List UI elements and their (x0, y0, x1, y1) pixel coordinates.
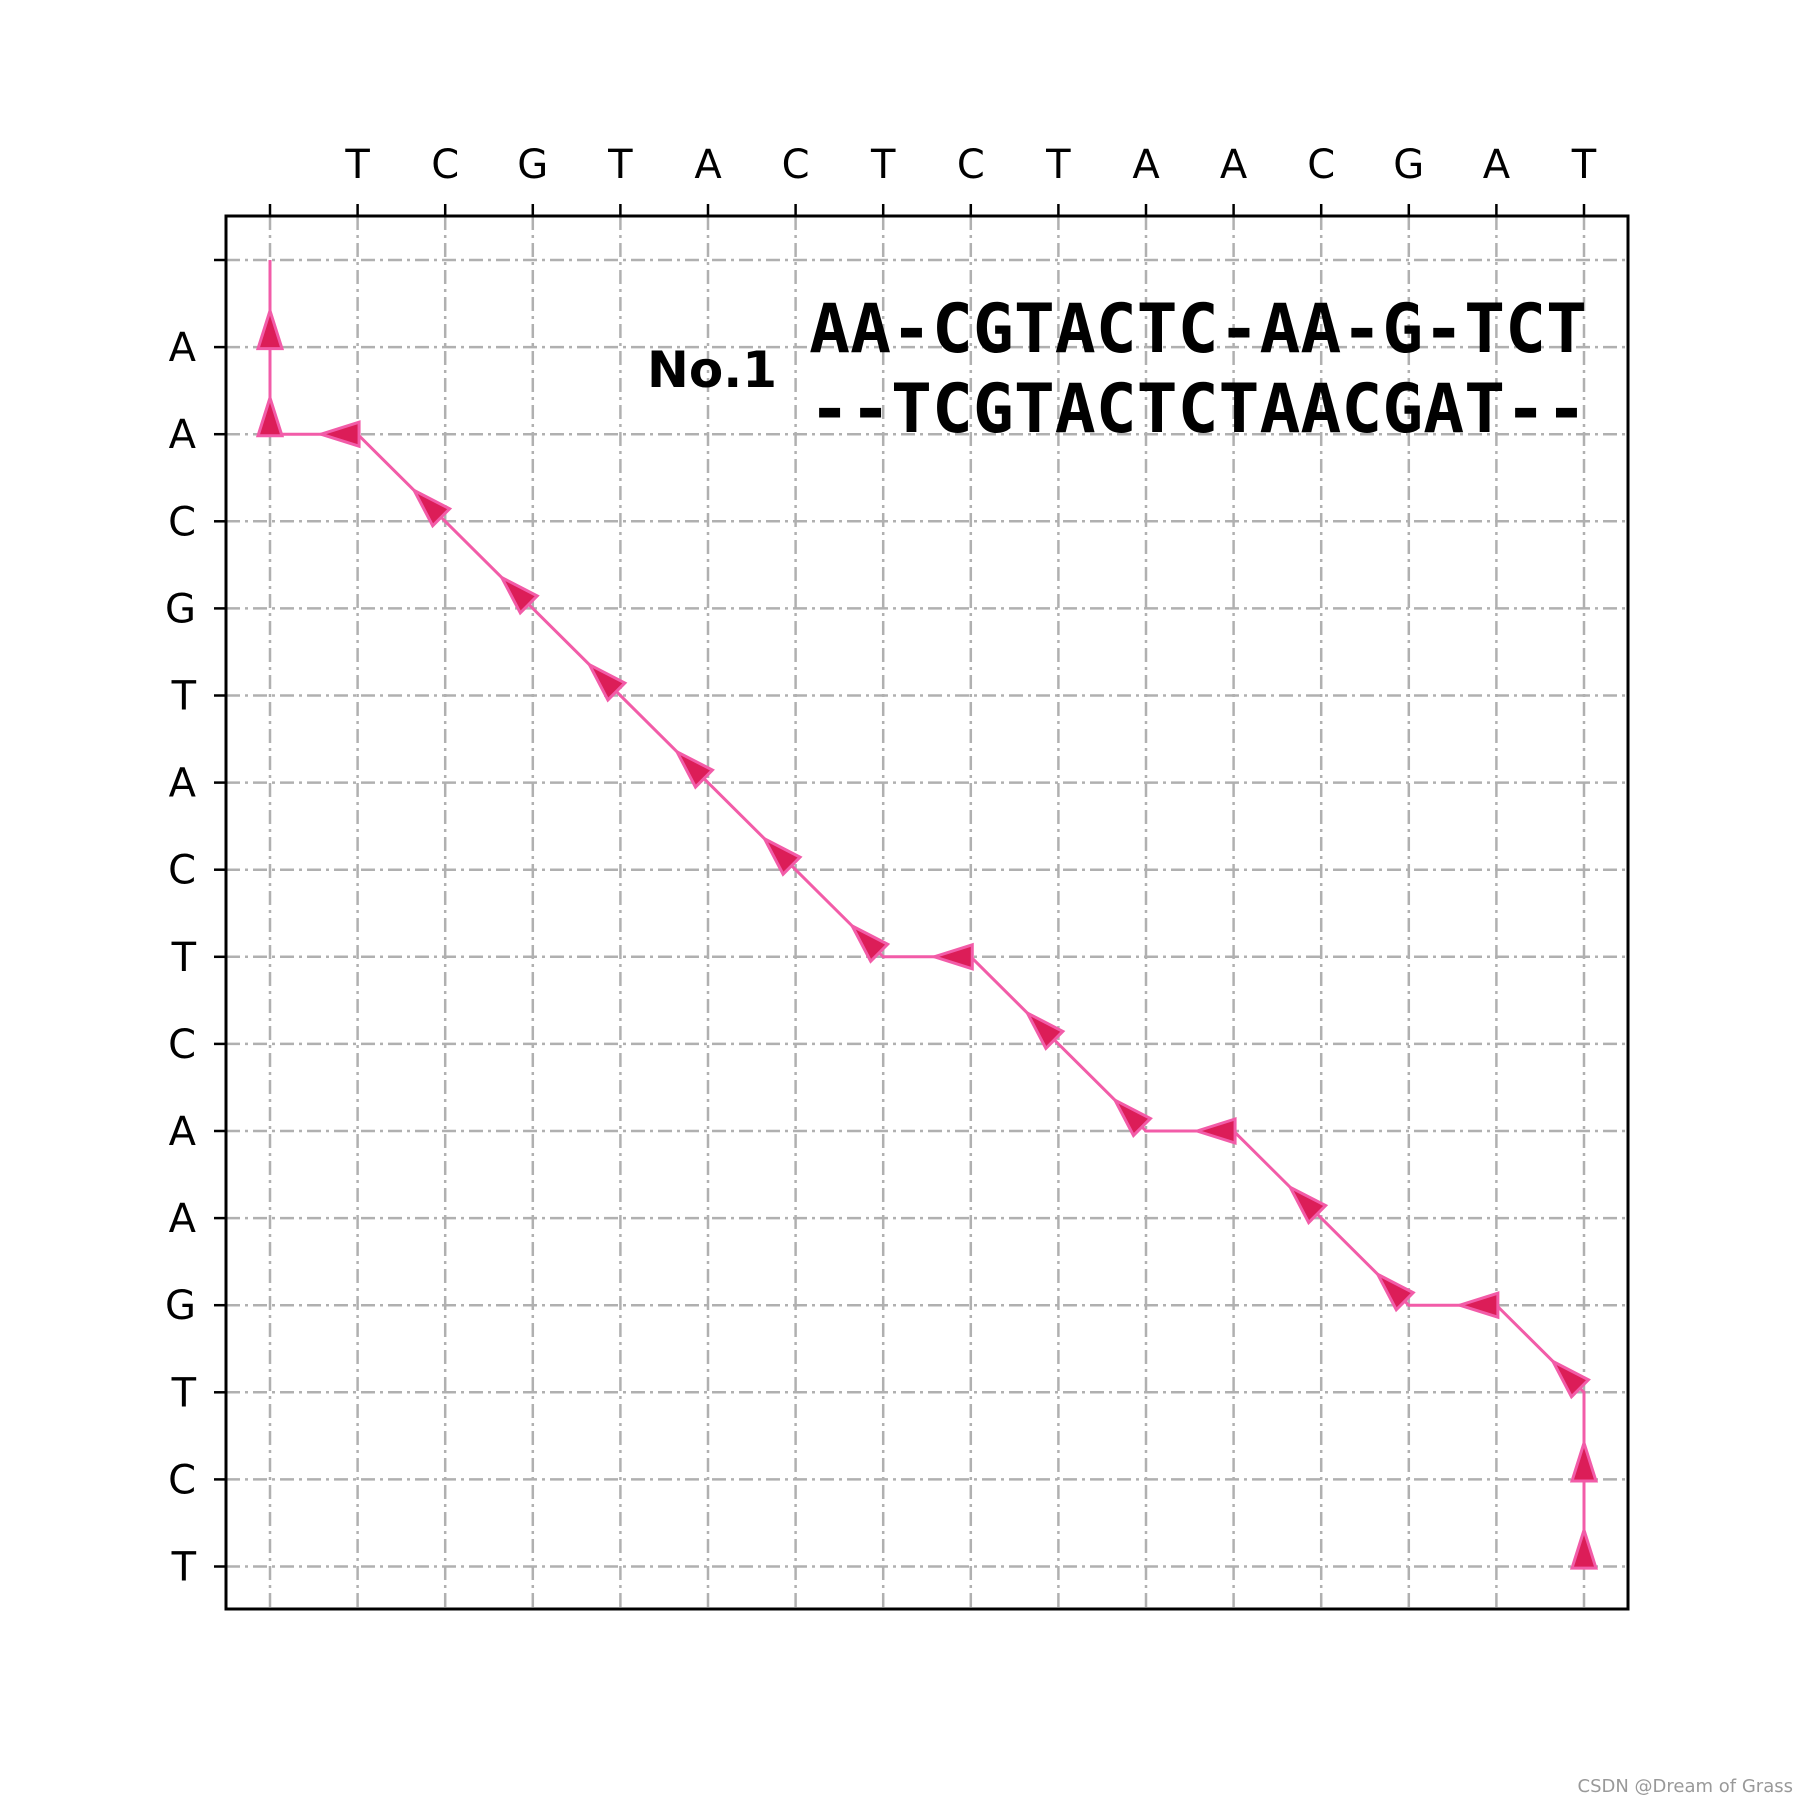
path-arrow (1569, 1525, 1599, 1570)
y-tick-label: C (168, 1022, 196, 1068)
x-tick-label: A (1483, 142, 1511, 188)
x-tick-label: A (1220, 142, 1248, 188)
x-tick-label: C (957, 142, 985, 188)
plot-frame (224, 214, 1630, 1611)
watermark-text: CSDN @Dream of Grass (1578, 1776, 1793, 1797)
path-arrow (673, 748, 715, 790)
y-tick-label: A (169, 1196, 197, 1242)
x-tick-label: G (1393, 142, 1424, 188)
path-arrow (1286, 1183, 1329, 1226)
path-arrow (1549, 1357, 1591, 1400)
path-arrow (410, 486, 453, 529)
y-tick-label: A (169, 761, 197, 807)
path-arrows (255, 305, 1599, 1570)
x-tick-label: A (1132, 142, 1160, 188)
path-arrow (255, 305, 285, 351)
y-tick-label: A (169, 1109, 197, 1155)
alignment-line-1: AA-CGTACTC-AA-G-TCT (809, 290, 1587, 369)
path-arrow (1023, 1009, 1066, 1051)
x-tick-label: T (607, 142, 633, 188)
path-arrow (1374, 1270, 1416, 1313)
path-arrow (1569, 1437, 1599, 1483)
x-tick-label: T (870, 142, 896, 188)
y-tick-label: T (171, 1370, 197, 1416)
x-tick-label: A (694, 142, 722, 188)
y-tick-label: G (165, 1283, 196, 1329)
y-tick-label: A (169, 325, 197, 371)
alignment-line-2: --TCGTACTCTAACGAT-- (809, 370, 1587, 449)
path-arrow (498, 574, 540, 616)
ticks-layer (214, 204, 1586, 1568)
y-tick-label: T (171, 935, 197, 981)
path-arrow (848, 922, 891, 964)
x-tick-label: C (1307, 142, 1335, 188)
path-arrow (316, 420, 361, 449)
path-arrow (761, 835, 803, 877)
x-tick-label: T (1571, 142, 1597, 188)
y-tick-label: C (168, 499, 196, 545)
path-arrow (929, 942, 974, 971)
x-tick-label: G (517, 142, 548, 188)
y-tick-label: G (165, 586, 196, 632)
path-arrow (1192, 1116, 1237, 1146)
y-tick-label: C (168, 1457, 196, 1503)
x-tick-label: T (344, 142, 370, 188)
y-tick-label: A (169, 412, 197, 458)
y-tick-label: T (171, 674, 197, 720)
x-tick-label: C (431, 142, 459, 188)
path-arrow (1454, 1291, 1500, 1320)
path-arrow (585, 661, 628, 703)
x-tick-label: C (782, 142, 810, 188)
path-arrow (255, 392, 285, 438)
alignment-path-line (268, 260, 1586, 1567)
alignment-path (268, 260, 1586, 1567)
alignment-label: No.1 (647, 341, 777, 399)
y-tick-label: T (171, 1545, 197, 1591)
path-arrow (1111, 1096, 1153, 1138)
y-tick-label: C (168, 848, 196, 894)
x-tick-label: T (1045, 142, 1071, 188)
